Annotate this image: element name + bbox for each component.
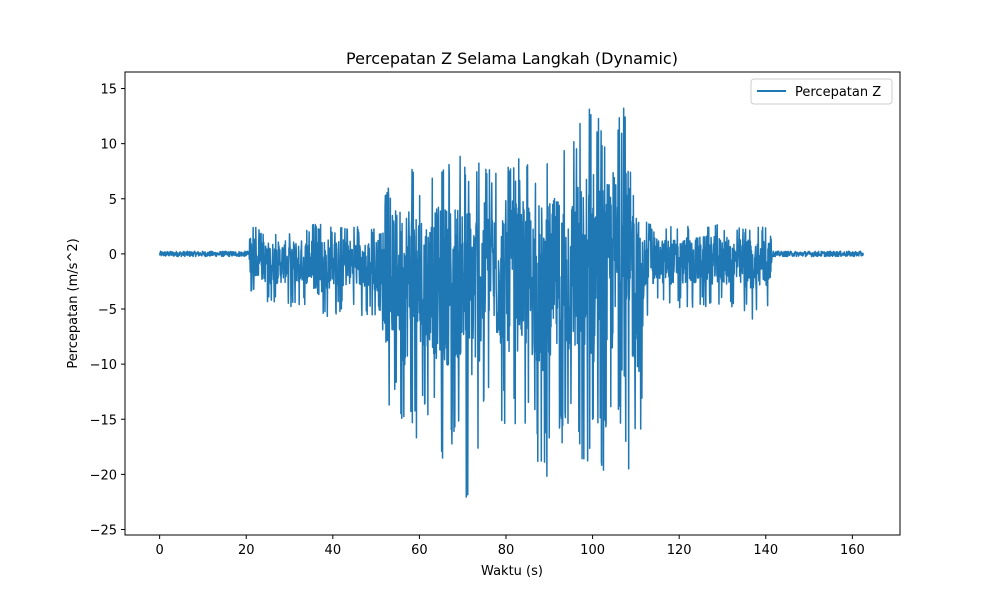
x-tick-label: 0 [155,543,163,558]
legend: Percepatan Z [750,78,893,105]
x-tick-label: 20 [238,543,255,558]
y-tick-label: −5 [98,303,117,318]
legend-label: Percepatan Z [795,85,881,100]
y-axis-label: Percepatan (m/s^2) [66,238,81,368]
y-tick-label: −15 [90,413,117,428]
x-tick-label: 40 [325,543,342,558]
legend-box [750,78,893,105]
x-tick-label: 120 [667,543,692,558]
chart-title: Percepatan Z Selama Langkah (Dynamic) [346,49,678,68]
x-tick-label: 80 [498,543,515,558]
series-line-percepatan-z [158,107,864,498]
x-tick-label: 160 [840,543,865,558]
x-tick-label: 140 [753,543,778,558]
x-tick-label: 100 [580,543,605,558]
x-axis: 0 20 40 60 80 100 120 140 160 [155,535,865,558]
y-tick-label: −20 [90,468,117,483]
y-tick-label: 0 [109,248,117,263]
y-tick-label: 5 [109,193,117,208]
y-axis: 15 10 5 0 −5 −10 −15 −20 −25 [90,83,125,538]
y-tick-label: −25 [90,523,117,538]
plot-frame [124,71,901,536]
y-tick-label: −10 [90,358,117,373]
y-tick-label: 15 [100,83,117,98]
plot-area [158,107,864,498]
x-tick-label: 60 [411,543,428,558]
y-tick-label: 10 [100,138,117,153]
x-axis-label: Waktu (s) [481,564,543,579]
